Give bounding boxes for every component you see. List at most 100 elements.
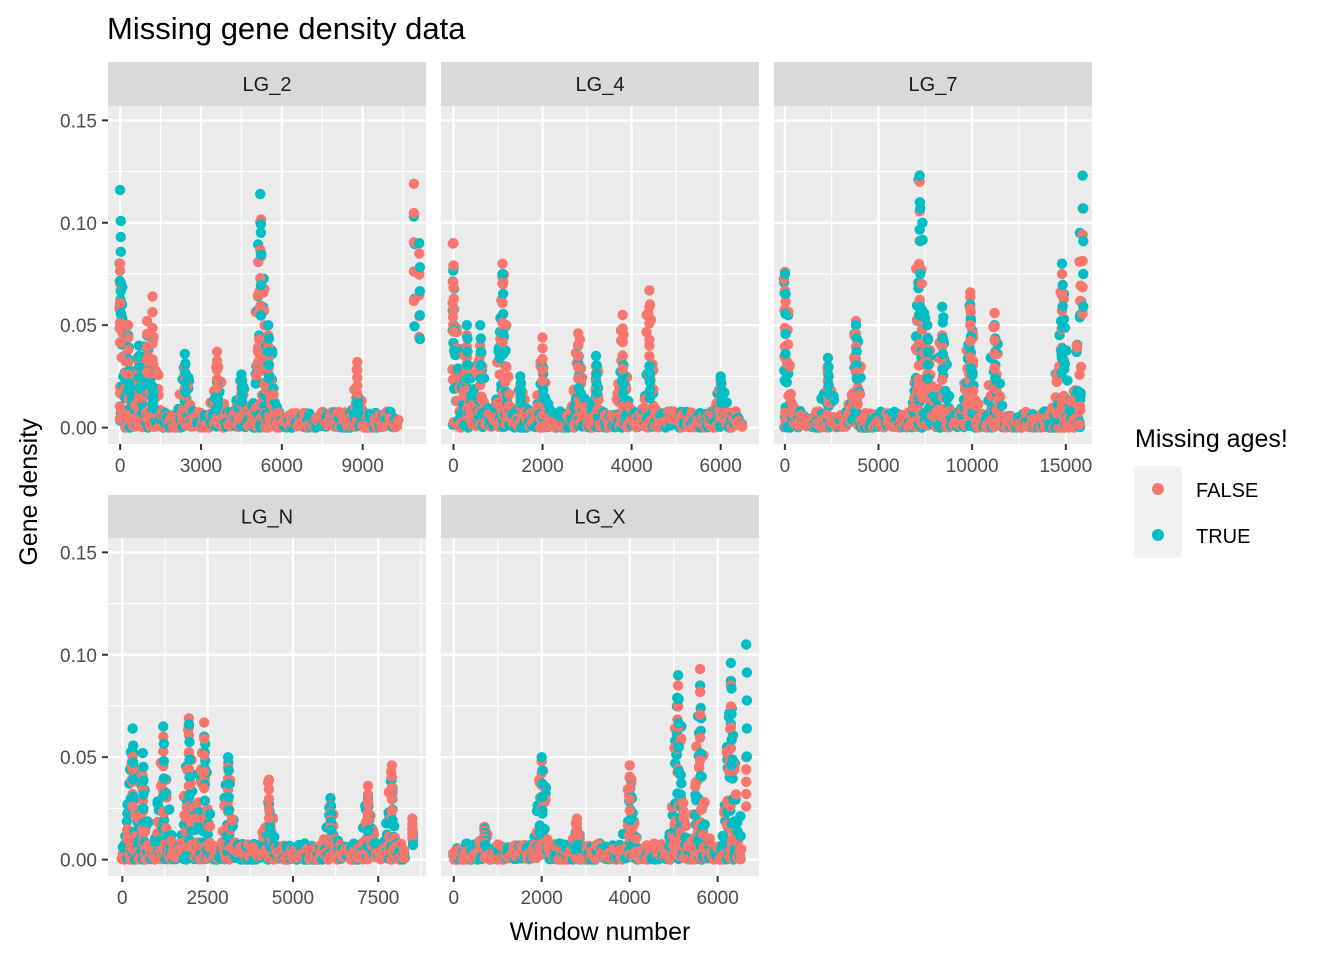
facet-strip — [108, 495, 426, 538]
panel-lg-7: LG_7 0 5000 10000 15000 — [774, 62, 1092, 477]
point-true — [123, 378, 134, 389]
point-true — [851, 373, 862, 384]
point-true — [1056, 258, 1068, 269]
point-false — [573, 373, 584, 384]
point-true — [352, 407, 364, 419]
point-false — [127, 801, 138, 812]
y-tick-label: 0.00 — [60, 419, 97, 440]
point-false — [617, 350, 628, 361]
point-false — [624, 794, 635, 805]
point-true — [851, 346, 862, 357]
facet-strip — [774, 62, 1092, 106]
point-false — [362, 780, 374, 792]
scatter-points — [778, 170, 1089, 433]
point-true — [127, 723, 138, 734]
point-false — [114, 258, 126, 269]
point-true — [204, 808, 216, 820]
point-true — [115, 246, 127, 257]
point-true — [644, 368, 656, 380]
point-true — [741, 667, 753, 678]
point-false — [1077, 255, 1088, 267]
point-true — [158, 755, 170, 767]
legend: Missing ages! FALSE TRUE — [1134, 425, 1288, 558]
point-true — [937, 301, 948, 312]
point-true — [158, 738, 170, 749]
point-true — [727, 773, 738, 784]
point-true — [579, 393, 591, 405]
point-false — [211, 373, 223, 385]
point-true — [497, 288, 509, 300]
point-false — [211, 364, 223, 376]
panel-lg-4: LG_4 0 2000 4000 6000 — [441, 62, 759, 477]
point-true — [223, 778, 234, 789]
point-false — [852, 399, 863, 410]
point-true — [461, 320, 472, 331]
point-false — [617, 363, 628, 375]
y-tick-label: 0.05 — [60, 748, 97, 769]
point-true — [823, 370, 834, 382]
point-false — [497, 258, 508, 269]
point-false — [497, 278, 508, 289]
point-true — [128, 774, 139, 785]
point-true — [255, 310, 267, 321]
panel-lg-x: LG_X 0 2000 4000 6000 — [441, 495, 759, 909]
x-tick-label: 5000 — [857, 456, 899, 477]
point-false — [1056, 268, 1068, 280]
point-true — [1057, 279, 1068, 291]
point-false — [408, 207, 420, 219]
point-true — [475, 359, 486, 371]
point-false — [730, 789, 742, 800]
point-true — [1075, 389, 1086, 401]
point-false — [617, 336, 628, 348]
point-true — [996, 400, 1008, 411]
plot-title: Missing gene density data — [107, 11, 466, 46]
point-false — [497, 337, 508, 348]
point-true — [915, 203, 926, 214]
point-true — [673, 718, 684, 729]
point-true — [779, 268, 791, 280]
point-true — [134, 372, 145, 383]
point-false — [989, 335, 1000, 346]
point-true — [1057, 322, 1068, 333]
x-tick-label: 9000 — [342, 456, 384, 477]
point-true — [1058, 313, 1070, 325]
point-false — [644, 285, 655, 296]
point-true — [780, 348, 791, 360]
point-true — [943, 390, 955, 402]
point-true — [695, 770, 706, 782]
y-tick-label: 0.00 — [60, 851, 97, 872]
point-true — [263, 346, 275, 357]
legend-dot-true — [1152, 529, 1164, 541]
point-false — [725, 701, 737, 712]
x-tick-label: 0 — [448, 456, 459, 477]
point-false — [139, 826, 151, 837]
point-true — [735, 830, 746, 842]
point-true — [937, 364, 948, 375]
point-true — [222, 752, 234, 763]
point-true — [184, 754, 195, 765]
point-false — [386, 771, 398, 782]
x-tick-label: 4000 — [609, 888, 651, 909]
point-false — [123, 356, 134, 368]
facet-strip — [441, 62, 759, 106]
point-true — [780, 308, 791, 320]
point-false — [694, 755, 706, 766]
point-false — [735, 854, 746, 865]
point-true — [1077, 170, 1088, 181]
point-false — [147, 338, 158, 349]
point-false — [199, 766, 210, 777]
point-true — [184, 789, 195, 800]
point-false — [183, 780, 195, 792]
point-false — [672, 680, 684, 691]
point-false — [147, 307, 158, 318]
point-false — [780, 407, 791, 418]
point-false — [573, 339, 584, 350]
y-axis-title: Gene density — [15, 418, 43, 566]
point-false — [352, 380, 363, 391]
point-true — [158, 773, 170, 784]
point-true — [915, 236, 926, 247]
point-true — [414, 286, 426, 297]
x-tick-label: 5000 — [272, 888, 314, 909]
point-false — [123, 344, 134, 355]
point-false — [624, 805, 635, 816]
